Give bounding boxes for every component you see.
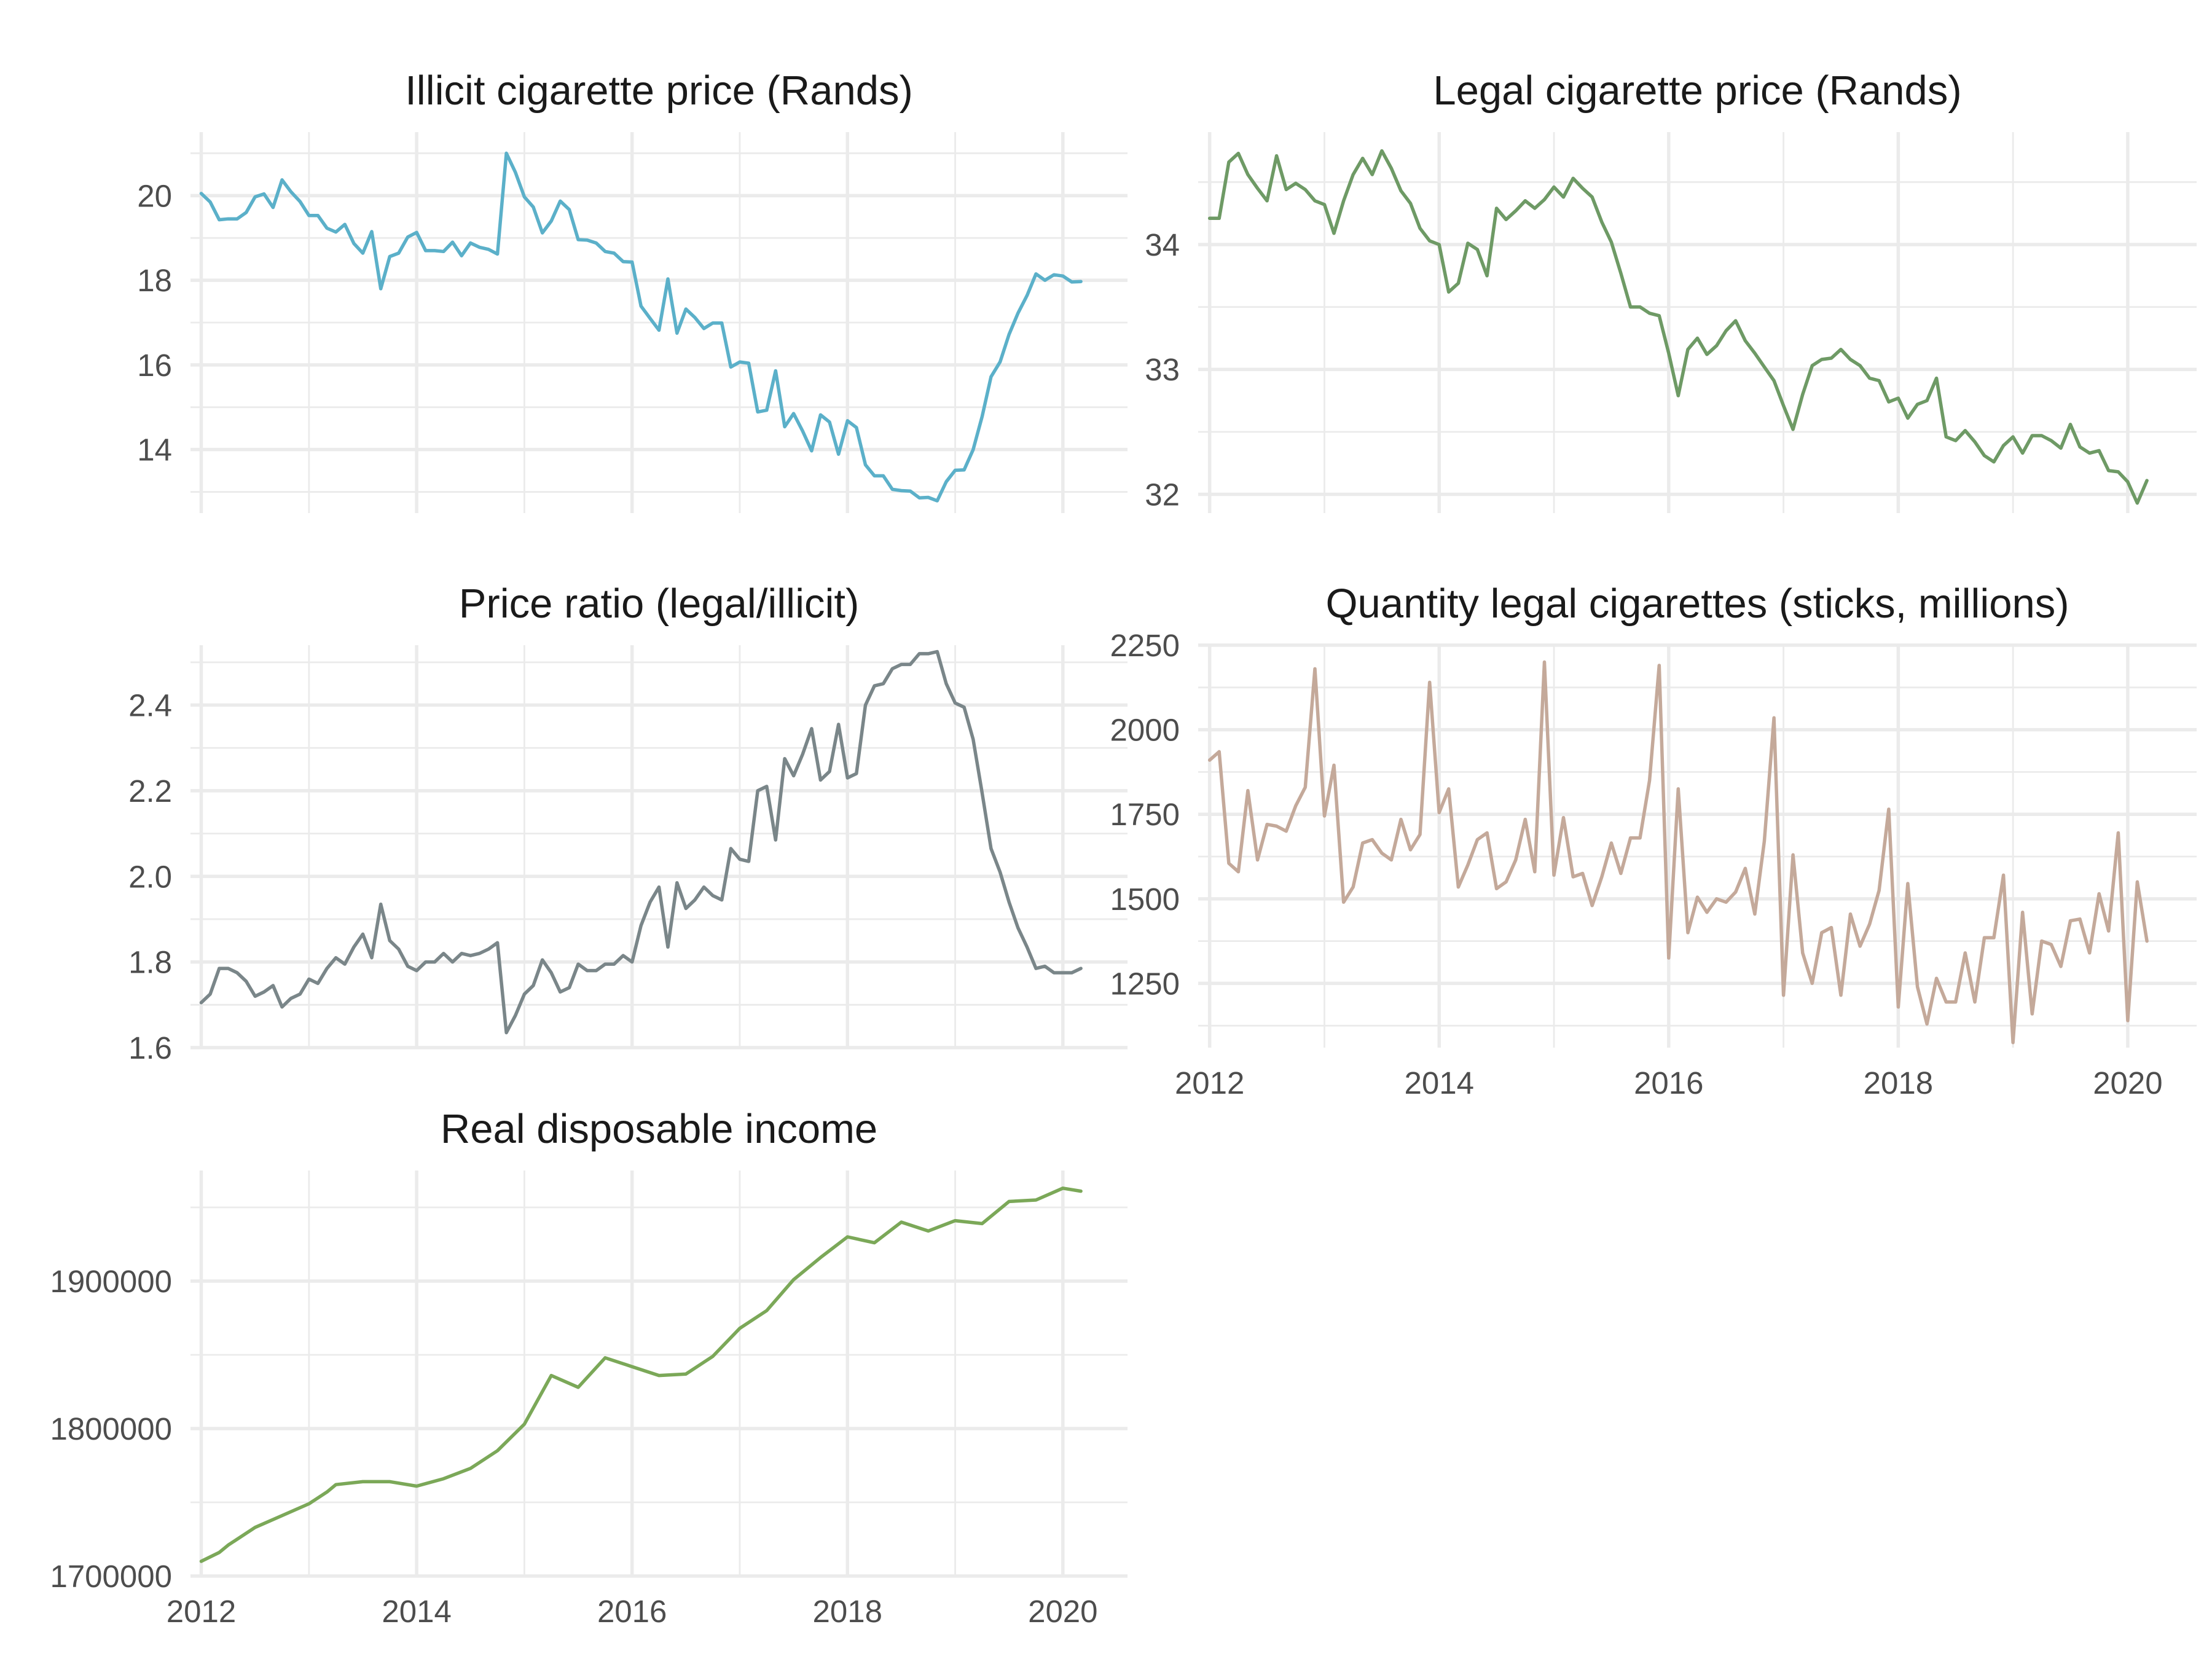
y-tick-label: 1750 (1110, 797, 1180, 832)
y-tick-label: 16 (137, 348, 172, 383)
y-tick-label: 2.2 (128, 774, 172, 809)
x-tick-label: 2018 (1864, 1065, 1933, 1100)
series-line-price-ratio (199, 649, 1083, 1035)
panel-price-ratio: 1.6 1.8 2.0 2.2 2.4 Price ratio (legal/illici… (128, 581, 1128, 1065)
y-tick-label: 1700000 (50, 1559, 172, 1594)
x-tick-label: 2016 (1634, 1065, 1703, 1100)
x-tick-label: 2014 (1405, 1065, 1474, 1100)
x-tick-label: 2020 (2093, 1065, 2162, 1100)
panel-illicit-price: 14 16 18 20 Illicit cigarette price (Rands) (137, 68, 1128, 513)
panel-title-price-ratio: Price ratio (legal/illicit) (459, 581, 860, 627)
y-tick-label: 1800000 (50, 1411, 172, 1446)
y-tick-label: 2.0 (128, 859, 172, 894)
y-tick-label: 34 (1145, 227, 1180, 262)
series-line-legal-quantity (1207, 660, 2149, 1045)
panel-title-legal-quantity: Quantity legal cigarettes (sticks, milli… (1325, 581, 2069, 627)
x-tick-label: 2012 (167, 1594, 236, 1629)
y-tick-label: 1.8 (128, 945, 172, 980)
x-tick-label: 2014 (382, 1594, 451, 1629)
y-tick-label: 1250 (1110, 966, 1180, 1001)
panel-title-real-income: Real disposable income (441, 1106, 877, 1152)
y-tick-label: 2.4 (128, 688, 172, 723)
x-tick-label: 2016 (597, 1594, 667, 1629)
x-tick-label: 2020 (1028, 1594, 1097, 1629)
panel-legal-quantity: 1250 1500 1750 2000 2250 2012 2014 2016 2018 2020… (1110, 581, 2197, 1100)
panel-title-illicit-price: Illicit cigarette price (Rands) (405, 68, 913, 114)
y-tick-label: 32 (1145, 477, 1180, 512)
series-line-illicit-price (199, 151, 1083, 503)
y-tick-label: 18 (137, 263, 172, 298)
y-tick-label: 14 (137, 433, 172, 468)
y-tick-label: 2000 (1110, 713, 1180, 748)
panel-title-legal-price: Legal cigarette price (Rands) (1433, 68, 1961, 114)
y-tick-label: 1900000 (50, 1264, 172, 1299)
x-tick-label: 2018 (813, 1594, 882, 1629)
y-tick-label: 1.6 (128, 1030, 172, 1065)
x-tick-label: 2012 (1175, 1065, 1244, 1100)
panel-real-income: 1700000 1800000 1900000 2012 2014 2016 2018 202… (50, 1106, 1128, 1629)
series-line-real-income (199, 1186, 1083, 1563)
panel-legal-price: 32 33 34 Legal cigarette price (Rands) (1145, 68, 2197, 513)
series-line-legal-price (1207, 149, 2149, 505)
y-tick-label: 1500 (1110, 882, 1180, 917)
y-tick-label: 20 (137, 178, 172, 213)
y-tick-label: 2250 (1110, 628, 1180, 663)
y-tick-label: 33 (1145, 352, 1180, 387)
